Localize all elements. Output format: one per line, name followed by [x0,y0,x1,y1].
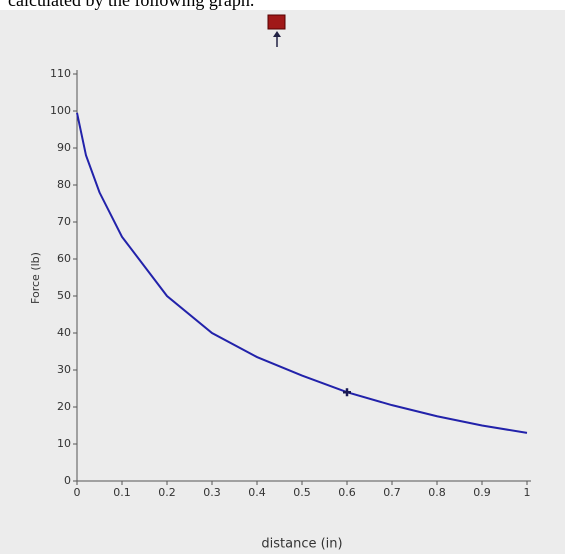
x-tick-label: 0.2 [158,486,176,499]
caption: calculated by the following graph. [8,0,254,10]
x-tick-label: 0.9 [473,486,491,499]
y-tick-label: 100 [50,104,71,117]
magnet-icon [267,14,286,47]
curve [76,112,528,434]
y-tick-label: 60 [57,252,71,265]
y-axis-label: Force (lb) [29,252,42,304]
y-tick-label: 70 [57,215,71,228]
position-marker [343,388,351,397]
x-tick-label: 0.1 [113,486,131,499]
y-tick-label: 50 [57,289,71,302]
y-tick-label: 40 [57,326,71,339]
y-tick-label: 20 [57,400,71,413]
x-tick-label: 0.7 [383,486,401,499]
background [0,10,565,554]
x-tick-label: 0.8 [428,486,446,499]
x-tick-label: 1 [524,486,531,499]
y-tick-label: 90 [57,141,71,154]
y-tick-label: 80 [57,178,71,191]
y-tick-label: 0 [64,474,71,487]
x-tick-label: 0.3 [203,486,221,499]
x-tick-label: 0.4 [248,486,266,499]
y-tick-label: 110 [50,67,71,80]
y-tick-label: 30 [57,363,71,376]
x-tick-label: 0.5 [293,486,311,499]
x-tick-label: 0 [74,486,81,499]
x-axis-label: distance (in) [261,537,342,552]
x-tick-label: 0.6 [338,486,356,499]
y-tick-label: 10 [57,437,71,450]
